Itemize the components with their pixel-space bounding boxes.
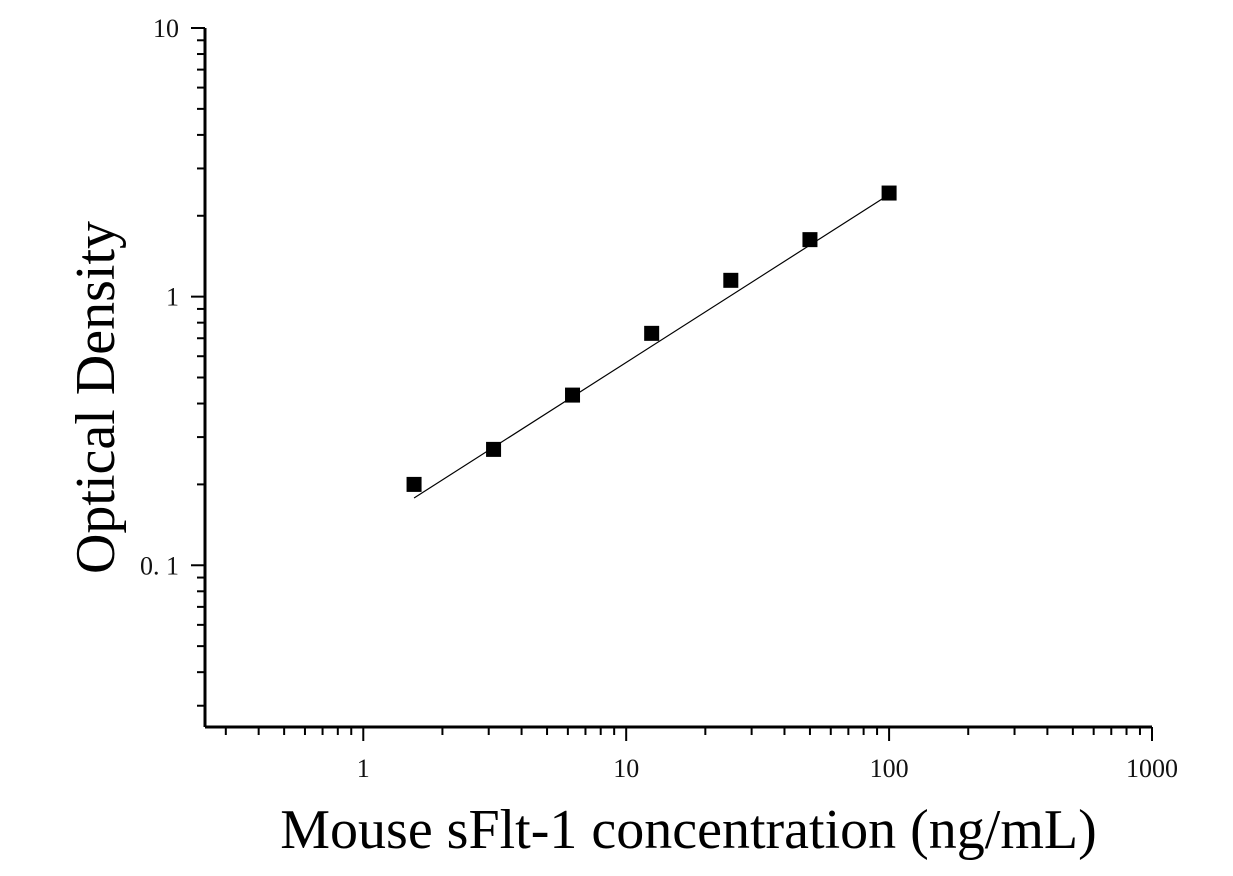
- x-tick-label: 100: [870, 754, 909, 783]
- data-points: [406, 185, 897, 492]
- y-tick-label: 1: [166, 283, 179, 312]
- fit-line-group: [413, 193, 890, 499]
- x-tick-label: 10: [613, 754, 639, 783]
- data-point: [881, 185, 897, 201]
- x-axis-title: Mouse sFlt-1 concentration (ng/mL): [280, 799, 1097, 861]
- x-tick-label: 1: [357, 754, 370, 783]
- data-point: [406, 476, 422, 492]
- x-tick-label: 1000: [1126, 754, 1178, 783]
- data-point: [644, 325, 660, 341]
- fit-line: [413, 193, 890, 499]
- ticks: [191, 27, 1153, 741]
- data-point: [723, 272, 739, 288]
- data-point: [565, 387, 581, 403]
- tick-labels: 1 10 100 1000 10 1 0. 1: [140, 14, 1178, 783]
- data-point: [802, 232, 818, 248]
- y-tick-label: 0. 1: [140, 551, 179, 580]
- axes: [203, 28, 1152, 729]
- y-tick-label: 10: [153, 14, 179, 43]
- data-point: [486, 441, 502, 457]
- y-axis-title: Optical Density: [65, 221, 127, 574]
